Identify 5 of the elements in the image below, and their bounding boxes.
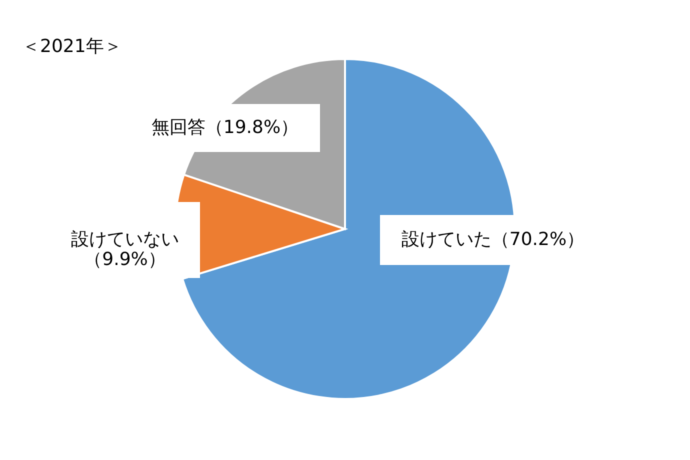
chart-title: ＜2021年＞ xyxy=(22,36,122,57)
slice-label: 設けていない xyxy=(71,229,179,250)
data-label: （9.9%） xyxy=(84,249,166,270)
slice-label: 無回答（19.8%） xyxy=(151,117,299,138)
slice-label: 設けていた（70.2%） xyxy=(401,229,585,250)
